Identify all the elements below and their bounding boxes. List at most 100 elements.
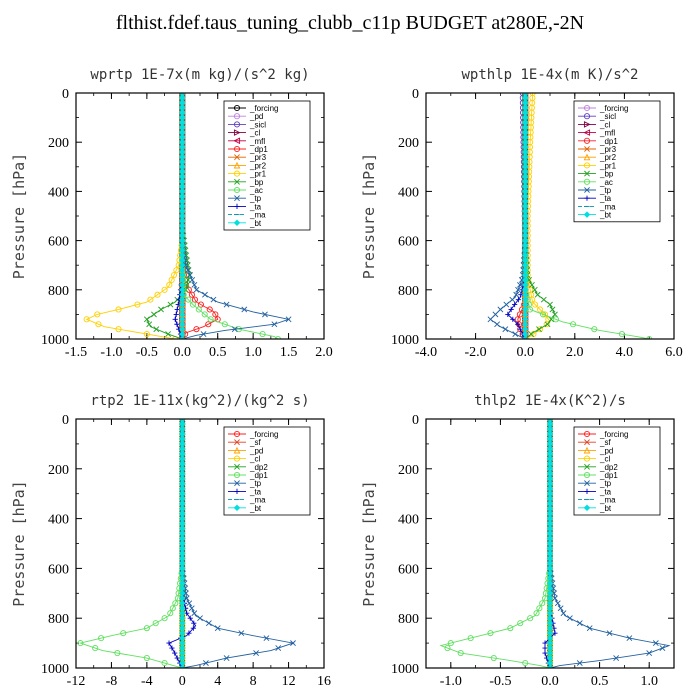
- point-tp: [202, 660, 209, 666]
- point-tp: [263, 635, 270, 642]
- legend-marker-forcing: [583, 430, 591, 438]
- point-tp: [552, 595, 558, 602]
- point-ta: [166, 640, 172, 646]
- point-dp1: [522, 659, 529, 667]
- point-tp: [179, 336, 186, 339]
- point-tp: [179, 665, 186, 668]
- point-ac: [195, 306, 202, 313]
- legend-marker-pr2: [233, 161, 241, 169]
- x-tick-label: -2.0: [465, 345, 487, 360]
- x-tick-label: 0: [179, 674, 186, 689]
- point-tp: [492, 311, 499, 318]
- point-bp: [547, 301, 553, 308]
- point-tp: [183, 590, 189, 597]
- point-tp: [557, 605, 564, 612]
- point-dp1: [172, 600, 179, 607]
- y-tick-label: 600: [48, 562, 69, 577]
- legend-label-tp: _tp: [249, 194, 262, 203]
- x-tick-label: -8: [106, 674, 118, 689]
- series-group: [77, 419, 296, 668]
- point-ta: [174, 655, 180, 661]
- point-ta: [515, 297, 521, 303]
- legend-marker-pd: [233, 113, 241, 120]
- point-tp: [518, 277, 525, 283]
- point-tp: [191, 610, 198, 617]
- legend-label-ta: _ta: [599, 487, 612, 496]
- point-bp: [158, 306, 164, 313]
- legend-marker-forcing: [233, 430, 241, 438]
- legend-label-ac: _ac: [249, 186, 263, 195]
- legend-label-dp2: _dp2: [599, 463, 618, 472]
- legend-marker-bp: [234, 178, 240, 185]
- x-tick-label: 0.5: [209, 345, 227, 360]
- point-tp: [522, 93, 529, 96]
- point-pr1: [161, 286, 168, 293]
- legend-marker-pr3: [234, 154, 240, 161]
- point-bp: [549, 306, 556, 313]
- legend-label-mfl: _mfl: [249, 137, 265, 146]
- legend-label-bp: _bp: [249, 178, 264, 187]
- legend-label-tp: _tp: [599, 479, 612, 488]
- legend-marker-dp2: [584, 463, 590, 470]
- point-tp: [179, 93, 186, 96]
- legend-label-dp2: _dp2: [249, 463, 268, 472]
- y-tick-label: 400: [48, 513, 69, 528]
- legend-label-bt: _bt: [249, 504, 262, 513]
- point-ta: [186, 630, 192, 636]
- legend-marker-tp: [234, 195, 240, 202]
- point-tp: [517, 281, 523, 288]
- point-ac: [591, 326, 598, 333]
- point-tp: [285, 316, 292, 323]
- panel-wprtp: wprtp 1E-7x(m kg)/(s^2 kg) Pressure [hPa]…: [10, 67, 333, 360]
- x-tick-label: -1.0: [440, 674, 462, 689]
- y-axis-label: Pressure [hPa]: [10, 153, 28, 279]
- point-tp: [200, 331, 207, 337]
- legend-label-cl: _cl: [599, 455, 610, 464]
- point-ta: [515, 321, 521, 327]
- point-dp1: [92, 645, 99, 652]
- y-tick-label: 0: [412, 87, 419, 102]
- point-ta: [172, 650, 178, 656]
- x-tick-label: 1.0: [640, 674, 658, 689]
- legend-marker-mfl: [583, 129, 591, 136]
- legend-marker-bp: [584, 170, 590, 177]
- y-tick-label: 0: [62, 87, 69, 102]
- x-tick-label: 0.0: [174, 345, 192, 360]
- point-ac: [201, 311, 208, 318]
- y-tick-label: 400: [48, 185, 69, 200]
- legend-label-dp1: _dp1: [249, 145, 268, 154]
- point-tp: [566, 615, 573, 622]
- point-bp: [534, 291, 541, 298]
- y-tick-label: 1000: [41, 333, 69, 348]
- legend-label-sicl: _sicl: [599, 112, 616, 121]
- legend-marker-dp1: [233, 145, 241, 153]
- panel-rtp2: rtp2 1E-11x(kg^2)/(kg^2 s) Pressure [hPa]…: [10, 393, 331, 689]
- point-tp: [494, 321, 501, 328]
- point-dp1: [205, 321, 212, 328]
- point-tp: [497, 306, 504, 313]
- point-tp: [253, 650, 260, 656]
- y-axis-label: Pressure [hPa]: [360, 480, 378, 606]
- point-tp: [187, 272, 193, 278]
- point-tp: [626, 635, 633, 642]
- point-pr1: [154, 291, 161, 298]
- series-group: [83, 93, 292, 339]
- point-pr1: [115, 306, 122, 313]
- point-tp: [238, 630, 245, 637]
- point-bp: [540, 296, 547, 303]
- point-dp1: [143, 625, 150, 632]
- point-tp: [554, 600, 561, 607]
- point-dp1: [197, 301, 204, 308]
- point-dp1: [161, 615, 168, 622]
- point-dp1: [447, 640, 454, 647]
- legend-label-dp1: _dp1: [249, 471, 268, 480]
- point-tp: [271, 321, 278, 328]
- point-dp1: [507, 625, 514, 632]
- point-ac: [185, 296, 192, 303]
- y-tick-label: 800: [48, 612, 69, 627]
- point-tp: [197, 615, 203, 622]
- x-tick-label: -4: [141, 674, 153, 689]
- point-dp1: [444, 645, 451, 652]
- y-tick-label: 400: [398, 513, 419, 528]
